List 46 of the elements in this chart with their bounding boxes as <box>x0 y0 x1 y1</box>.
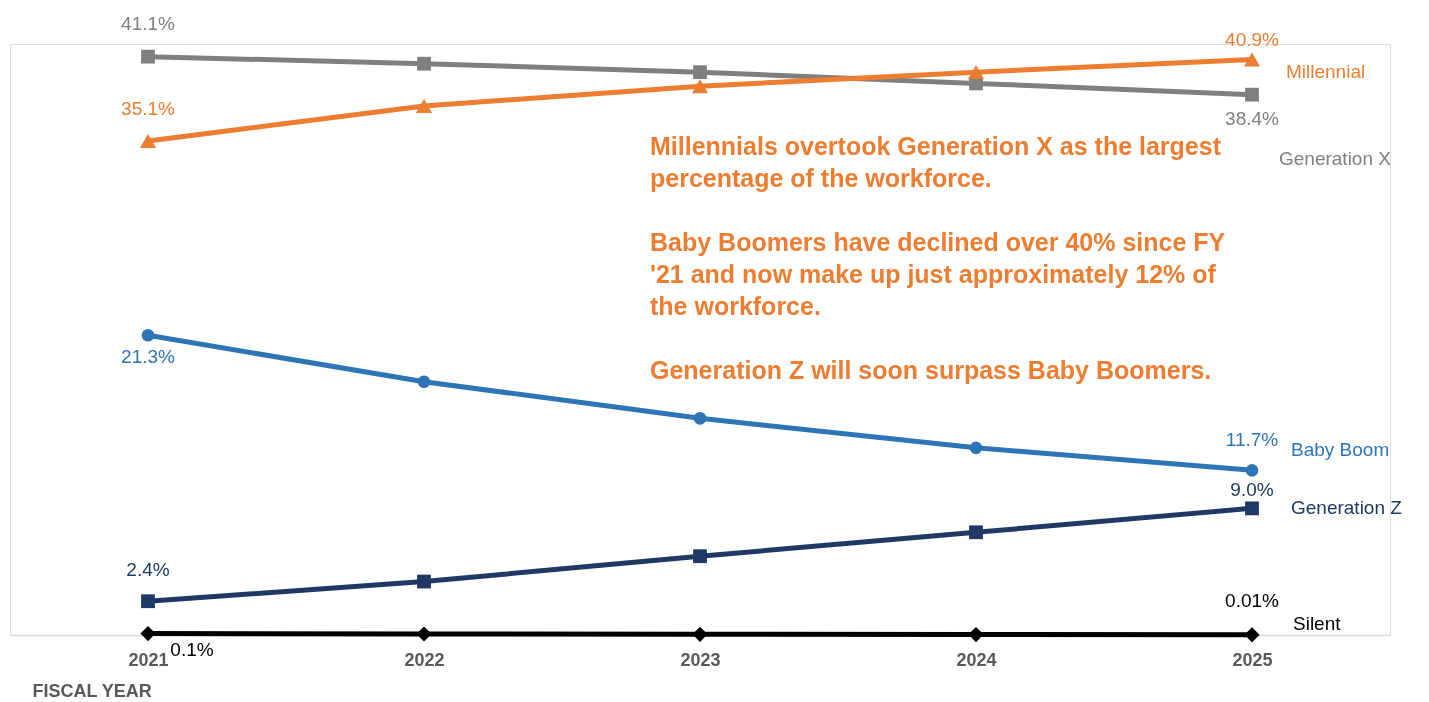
data-label: 38.4% <box>1225 107 1280 129</box>
series-label: Generation Z <box>1291 497 1403 519</box>
series-label: Millennial <box>1286 61 1366 83</box>
point <box>969 525 983 540</box>
data-label: 40.9% <box>1225 29 1280 51</box>
point <box>139 134 157 149</box>
point <box>1245 501 1259 516</box>
data-label: 9.0% <box>1230 479 1274 501</box>
point <box>416 626 432 642</box>
x-tick-label: 2025 <box>1232 649 1273 670</box>
data-label: 0.1% <box>170 638 214 660</box>
data-label: 35.1% <box>121 98 176 120</box>
point <box>1245 87 1259 102</box>
point <box>417 56 431 71</box>
point <box>1243 52 1261 67</box>
series-label: Silent <box>1293 612 1342 634</box>
point <box>141 594 155 609</box>
annotation: Millennials overtook Generation X as the largest percentage of the workforce. <box>650 132 1222 192</box>
annotation: Generation Z will soon surpass Baby Boomers. <box>650 356 1212 384</box>
point <box>693 411 707 425</box>
point <box>692 626 708 642</box>
point <box>415 98 433 113</box>
x-tick-label: 2021 <box>128 649 169 670</box>
x-tick-label: 2022 <box>404 649 445 670</box>
point <box>417 574 431 589</box>
data-label: 41.1% <box>121 12 176 34</box>
point <box>141 328 155 342</box>
point <box>969 441 983 455</box>
x-tick-label: 2023 <box>680 649 721 670</box>
point <box>141 49 155 64</box>
point <box>417 375 431 389</box>
x-tick-label: 2024 <box>956 649 997 670</box>
data-label: 11.7% <box>1225 429 1279 451</box>
point <box>1245 464 1259 477</box>
point <box>967 65 985 80</box>
text: Generation X <box>1279 147 1392 169</box>
annotation: Baby Boomers have declined over 40% since FY '21 and now make up just approximately 12% of the workforce. <box>650 228 1226 320</box>
point <box>691 79 709 94</box>
point <box>693 65 707 80</box>
data-label: 0.01% <box>1225 589 1280 611</box>
data-label: 21.3% <box>121 346 176 368</box>
point <box>693 549 707 564</box>
series-label: Baby Boom <box>1291 439 1390 461</box>
point <box>1244 627 1260 643</box>
data-label: 2.4% <box>126 559 170 581</box>
x-axis-title: FISCAL YEAR <box>32 680 152 701</box>
